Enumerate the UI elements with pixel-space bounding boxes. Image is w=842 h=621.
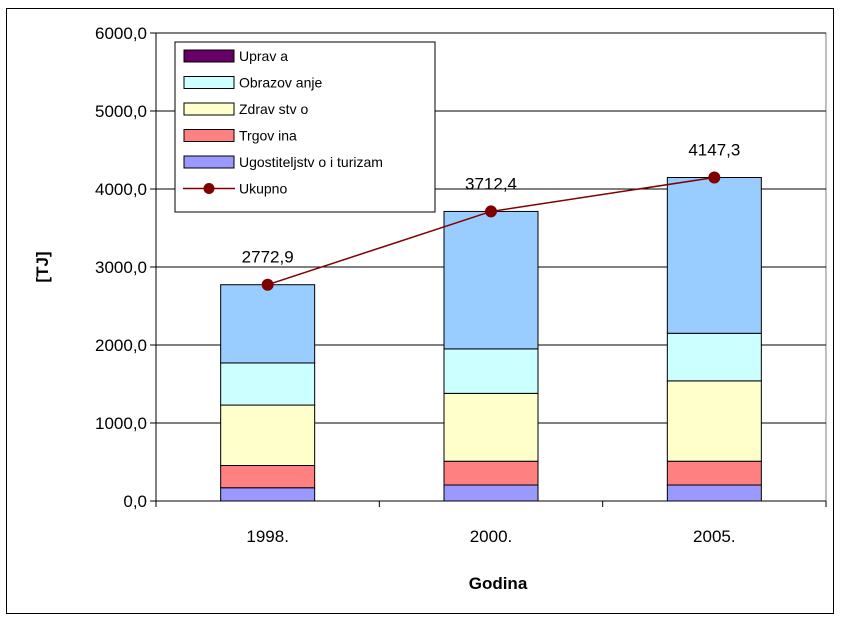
y-tick-label: 0,0 [123, 492, 147, 511]
bar-segment [666, 332, 762, 382]
y-axis-ticks: 0,0 1000,0 2000,0 3000,0 4000,0 5000,0 6000,0 [95, 24, 157, 511]
bar-segment [666, 484, 762, 502]
chart-frame [6, 8, 834, 614]
total-point [708, 171, 721, 184]
bar-segment [443, 484, 539, 502]
x-tick-label: 1998. [246, 527, 289, 546]
legend-label: Ukupno [239, 181, 287, 197]
legend-box [174, 41, 436, 213]
legend-swatch [183, 49, 235, 63]
y-tick-label: 5000,0 [95, 102, 147, 121]
y-tick-label: 2000,0 [95, 336, 147, 355]
total-data-label: 2772,9 [242, 248, 294, 267]
legend-point-marker [203, 183, 215, 194]
total-data-label: 3712,4 [465, 174, 517, 193]
bars [220, 177, 762, 502]
legend-label: Obrazov anje [239, 75, 322, 91]
legend-label: Trgov ina [239, 128, 297, 144]
x-tick-label: 2005. [693, 527, 736, 546]
bar-segment [220, 284, 316, 364]
legend-label: Uprav a [239, 48, 288, 64]
bar-segment [220, 465, 316, 489]
x-axis-ticks: 1998. 2000. 2005. [155, 500, 827, 546]
y-tick-label: 3000,0 [95, 258, 147, 277]
total-point [485, 205, 497, 218]
total-line: 2772,9 3712,4 4147,3 [242, 141, 740, 291]
y-tick-label: 4000,0 [95, 180, 147, 199]
x-axis-label: Godina [469, 574, 528, 593]
bar-segment [443, 210, 539, 350]
bar-segment [666, 460, 762, 486]
x-tick-label: 2000. [470, 527, 513, 546]
legend-label: Ugostiteljstv o i turizam [239, 154, 383, 170]
legend-swatch [183, 129, 235, 142]
bar-segment [443, 392, 539, 462]
bar-segment [443, 460, 539, 486]
legend-swatch [183, 155, 235, 169]
bar-segment [666, 380, 762, 462]
bar-segment [220, 404, 316, 467]
bar-segment [220, 362, 316, 406]
bar-segment [220, 487, 316, 502]
total-point [261, 278, 274, 291]
y-axis-label: [TJ] [33, 251, 52, 282]
y-tick-label: 6000,0 [95, 24, 147, 43]
y-tick-label: 1000,0 [95, 414, 147, 433]
legend-swatch [183, 76, 235, 89]
legend-label: Zdrav stv o [239, 101, 308, 117]
total-data-label: 4147,3 [688, 141, 740, 160]
bar-segment [666, 177, 762, 334]
legend-swatch [183, 102, 235, 116]
bar-segment [443, 348, 539, 394]
legend: Uprav a Obrazov anje Zdrav stv o Trgov ina U… [174, 41, 436, 213]
